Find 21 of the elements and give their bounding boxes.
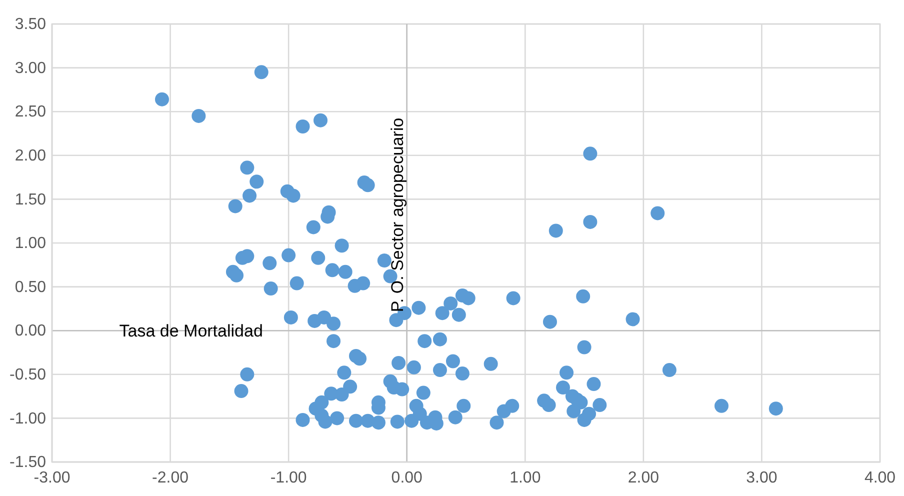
x-tick-label: 3.00: [746, 469, 778, 486]
x-axis-title: Tasa de Mortalidad: [119, 322, 263, 341]
y-tick-label: 3.50: [14, 16, 46, 34]
y-tick-label: -1.00: [10, 410, 46, 428]
y-tick-label: 0.00: [14, 322, 46, 340]
y-tick-label: 1.00: [14, 235, 46, 252]
x-tick-label: -3.00: [34, 469, 70, 486]
x-tick-label: 0.00: [391, 469, 423, 486]
y-tick-label: 3.00: [14, 60, 46, 77]
y-tick-label: 2.50: [14, 104, 46, 121]
y-tick-label: -0.50: [10, 366, 46, 384]
y-tick-label: 1.50: [14, 191, 46, 208]
x-tick-label: -2.00: [152, 469, 189, 486]
x-tick-label: 4.00: [864, 469, 896, 486]
y-axis-title: P. O. Sector agropecuario: [388, 118, 407, 312]
y-tick-label: 0.50: [14, 278, 46, 296]
x-tick-label: -1.00: [270, 469, 307, 486]
x-tick-label: 2.00: [628, 469, 660, 486]
y-tick-label: 2.00: [14, 148, 46, 165]
x-tick-label: 1.00: [510, 469, 541, 486]
y-tick-label: -1.50: [10, 454, 46, 472]
